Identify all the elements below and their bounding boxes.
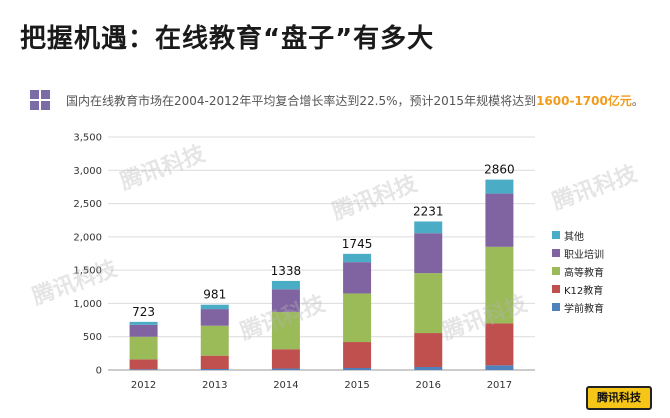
bar-segment (414, 233, 443, 274)
y-tick-label: 2,500 (73, 199, 102, 210)
legend-swatch (552, 231, 560, 239)
total-data-label: 981 (203, 288, 226, 302)
bar-segment (200, 304, 229, 310)
y-tick-label: 500 (83, 332, 102, 343)
legend-item: K12教育 (552, 280, 604, 298)
bar-segment (271, 280, 300, 290)
bar-segment (271, 311, 300, 350)
y-tick-label: 3,000 (73, 166, 102, 177)
bar-segment (129, 359, 158, 370)
bar-segment (271, 289, 300, 312)
bar-segment (129, 321, 158, 325)
bar-segment (200, 309, 229, 326)
y-tick-label: 0 (96, 366, 102, 377)
legend-item: 高等教育 (552, 262, 604, 280)
legend-label: 学前教育 (564, 303, 604, 315)
total-data-label: 2231 (413, 204, 444, 218)
total-data-label: 723 (132, 305, 155, 319)
bar-segment (485, 193, 514, 247)
legend-swatch (552, 285, 560, 293)
legend-label: 职业培训 (564, 249, 604, 261)
x-tick-label: 2017 (487, 380, 512, 391)
legend-item: 职业培训 (552, 244, 604, 262)
bar-segment (485, 246, 514, 324)
total-data-label: 1745 (342, 237, 373, 251)
legend-item: 学前教育 (552, 298, 604, 316)
subtitle-highlight: 1600-1700亿元 (536, 93, 632, 108)
y-tick-label: 3,500 (73, 133, 102, 144)
bar-segment (271, 349, 300, 369)
y-tick-label: 1,000 (73, 299, 102, 310)
bar-segment (129, 369, 158, 370)
bar-segment (485, 365, 514, 370)
bar-segment (129, 324, 158, 337)
bar-segment (485, 323, 514, 366)
bar-segment (485, 179, 514, 194)
subtitle-row: 国内在线教育市场在2004-2012年平均复合增长率达到22.5%，预计2015… (30, 90, 644, 110)
bar-segment (414, 333, 443, 368)
x-tick-label: 2016 (416, 380, 441, 391)
bar-segment (414, 367, 443, 370)
bar-segment (200, 325, 229, 356)
legend-swatch (552, 267, 560, 275)
legend-swatch (552, 303, 560, 311)
bar-segment (343, 262, 372, 294)
bar-segment (129, 336, 158, 360)
bar-segment (271, 368, 300, 370)
y-tick-label: 1,500 (73, 266, 102, 277)
x-tick-label: 2014 (273, 380, 298, 391)
bar-segment (343, 368, 372, 370)
subtitle-suffix: 。 (631, 93, 644, 108)
subtitle-text: 国内在线教育市场在2004-2012年平均复合增长率达到22.5%，预计2015… (66, 93, 537, 108)
x-tick-label: 2015 (344, 380, 369, 391)
bar-segment (200, 369, 229, 370)
bar-segment (414, 273, 443, 334)
subtitle: 国内在线教育市场在2004-2012年平均复合增长率达到22.5%，预计2015… (66, 92, 644, 109)
legend-item: 其他 (552, 226, 604, 244)
x-tick-label: 2012 (131, 380, 156, 391)
logo-badge: 腾讯科技 (586, 386, 652, 410)
legend-label: 其他 (564, 231, 584, 243)
total-data-label: 1338 (271, 264, 302, 278)
chart-legend: 其他职业培训高等教育 K12教育学前教育 (552, 226, 604, 316)
page-title: 把握机遇：在线教育“盘子”有多大 (20, 24, 435, 54)
grid-icon (30, 90, 50, 110)
legend-label: K12教育 (564, 285, 604, 297)
bar-segment (343, 293, 372, 343)
legend-swatch (552, 249, 560, 257)
bar-segment (200, 355, 229, 370)
legend-label: 高等教育 (564, 267, 604, 279)
bar-segment (343, 342, 372, 369)
y-tick-label: 2,000 (73, 232, 102, 243)
bar-segment (343, 253, 372, 263)
x-tick-label: 2013 (202, 380, 227, 391)
bar-segment (414, 221, 443, 234)
total-data-label: 2860 (484, 163, 515, 177)
